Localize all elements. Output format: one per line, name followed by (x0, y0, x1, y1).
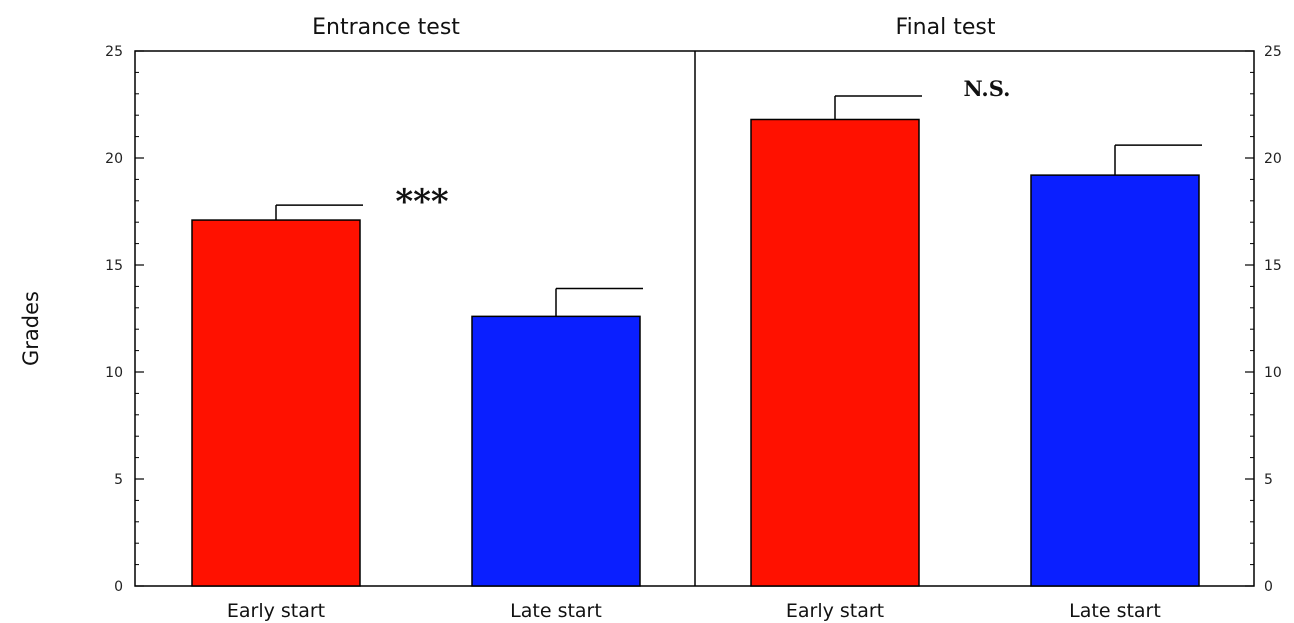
y-axis-label: Grades (19, 291, 43, 366)
x-category-label: Early start (786, 600, 884, 622)
bar-late-start (471, 315, 641, 587)
y-tick-label-right: 20 (1264, 151, 1282, 167)
significance-annotation: *** (395, 182, 449, 222)
y-tick-label-left: 5 (114, 472, 123, 488)
x-category-label: Early start (227, 600, 325, 622)
y-tick-label-left: 10 (105, 365, 123, 381)
y-tick-label-right: 25 (1264, 44, 1282, 60)
y-tick-label-left: 0 (114, 579, 123, 595)
y-tick-label-right: 5 (1264, 472, 1273, 488)
y-tick-label-left: 25 (105, 44, 123, 60)
y-tick-label-right: 15 (1264, 258, 1282, 274)
bar-early-start (191, 219, 361, 587)
y-tick-label-left: 15 (105, 258, 123, 274)
significance-annotation: N.S. (964, 76, 1011, 101)
bar-late-start (1030, 174, 1200, 587)
panel-title: Entrance test (312, 15, 460, 40)
y-tick-label-right: 10 (1264, 365, 1282, 381)
y-tick-label-left: 20 (105, 151, 123, 167)
x-category-label: Late start (510, 600, 602, 622)
panel-title: Final test (896, 15, 996, 40)
bar-early-start (750, 118, 920, 587)
y-tick-label-right: 0 (1264, 579, 1273, 595)
x-category-label: Late start (1069, 600, 1161, 622)
